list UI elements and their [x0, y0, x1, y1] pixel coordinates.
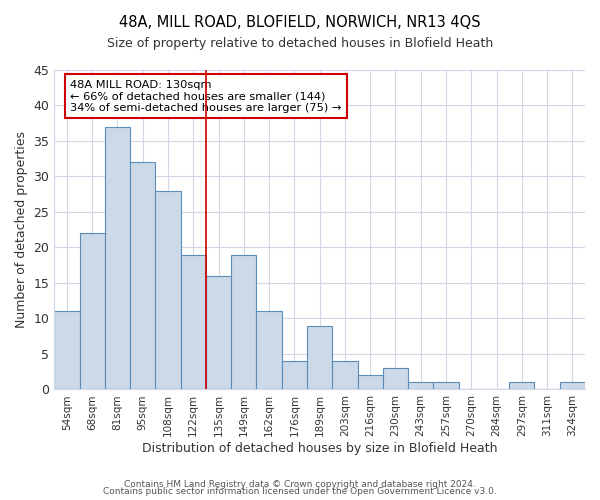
Bar [80, 234, 105, 390]
Bar [433, 382, 458, 390]
Text: Contains public sector information licensed under the Open Government Licence v3: Contains public sector information licen… [103, 487, 497, 496]
Bar [282, 361, 307, 390]
Bar [383, 368, 408, 390]
Text: Contains HM Land Registry data © Crown copyright and database right 2024.: Contains HM Land Registry data © Crown c… [124, 480, 476, 489]
Text: 48A, MILL ROAD, BLOFIELD, NORWICH, NR13 4QS: 48A, MILL ROAD, BLOFIELD, NORWICH, NR13 … [119, 15, 481, 30]
Bar [206, 276, 231, 390]
Text: Size of property relative to detached houses in Blofield Heath: Size of property relative to detached ho… [107, 38, 493, 51]
Bar [105, 127, 130, 390]
Bar [509, 382, 535, 390]
X-axis label: Distribution of detached houses by size in Blofield Heath: Distribution of detached houses by size … [142, 442, 497, 455]
Bar [408, 382, 433, 390]
Bar [231, 254, 256, 390]
Bar [181, 254, 206, 390]
Y-axis label: Number of detached properties: Number of detached properties [15, 131, 28, 328]
Bar [560, 382, 585, 390]
Bar [307, 326, 332, 390]
Bar [332, 361, 358, 390]
Bar [130, 162, 155, 390]
Bar [256, 312, 282, 390]
Bar [358, 376, 383, 390]
Bar [155, 190, 181, 390]
Text: 48A MILL ROAD: 130sqm
← 66% of detached houses are smaller (144)
34% of semi-det: 48A MILL ROAD: 130sqm ← 66% of detached … [70, 80, 341, 113]
Bar [54, 312, 80, 390]
